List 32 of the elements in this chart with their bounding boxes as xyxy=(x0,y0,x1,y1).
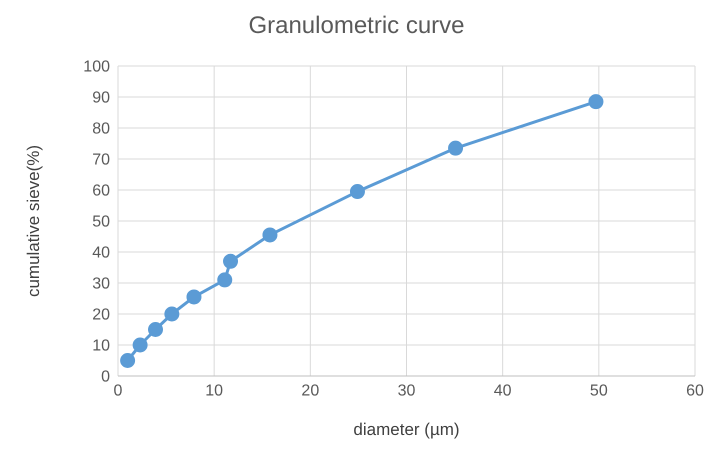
x-tick-label: 60 xyxy=(686,382,704,400)
y-tick-label: 70 xyxy=(92,152,110,169)
y-axis-title: cumulative sieve(%) xyxy=(24,144,44,298)
point xyxy=(448,140,464,156)
y-tick-label: 10 xyxy=(92,338,110,355)
point xyxy=(223,254,238,269)
point xyxy=(217,272,232,288)
y-tick-label: 80 xyxy=(92,120,110,138)
x-tick-label: 50 xyxy=(590,382,608,400)
y-tick-label: 30 xyxy=(92,276,110,293)
y-tick-label: 90 xyxy=(92,90,110,107)
x-tick-label: 10 xyxy=(205,382,224,400)
point xyxy=(588,94,604,110)
point xyxy=(120,353,136,368)
y-tick-label: 100 xyxy=(83,58,110,76)
y-tick-label: 40 xyxy=(92,244,110,262)
x-axis-title: diameter (µm) xyxy=(352,419,461,440)
point xyxy=(132,338,148,352)
chart-title: Granulometric curve xyxy=(247,11,466,41)
y-tick-label: 0 xyxy=(101,368,110,386)
point xyxy=(164,306,180,322)
point xyxy=(148,322,164,337)
point xyxy=(350,184,365,200)
x-tick-label: 0 xyxy=(114,382,123,400)
point xyxy=(186,289,202,304)
point xyxy=(262,227,278,242)
y-tick-label: 50 xyxy=(92,214,110,231)
x-tick-label: 40 xyxy=(494,382,512,400)
x-tick-label: 30 xyxy=(398,382,416,400)
y-tick-label: 20 xyxy=(92,306,110,324)
y-tick-label: 60 xyxy=(92,182,110,200)
x-tick-label: 20 xyxy=(301,382,320,400)
